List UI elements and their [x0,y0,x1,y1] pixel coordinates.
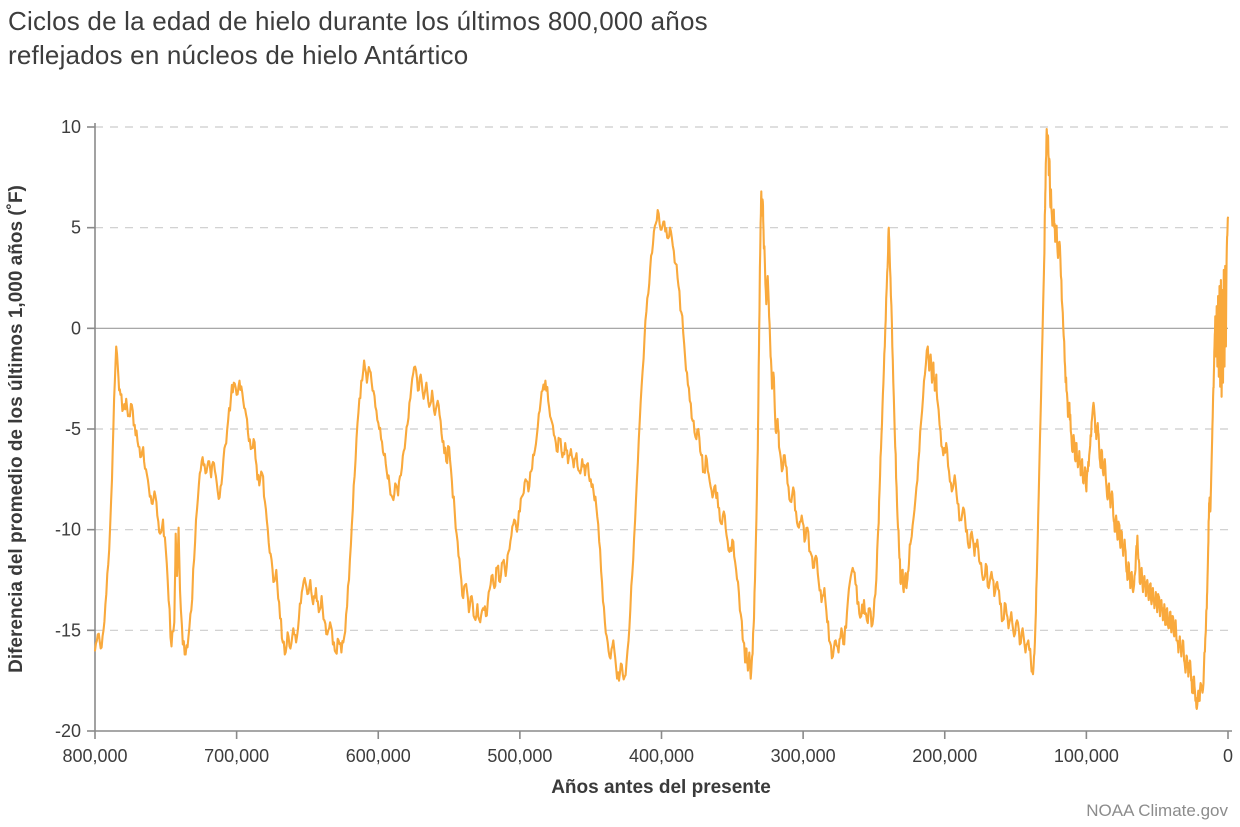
chart-title-line2: reflejados en núcleos de hielo Antártico [8,40,469,71]
y-tick-label: 5 [71,218,81,238]
y-tick-label: 0 [71,318,81,338]
x-tick-label: 0 [1223,746,1233,766]
x-tick-label: 200,000 [912,746,977,766]
chart-title-line1: Ciclos de la edad de hielo durante los ú… [8,6,708,36]
y-tick-label: -5 [65,419,81,439]
x-tick-label: 500,000 [487,746,552,766]
x-tick-label: 100,000 [1054,746,1119,766]
axis-layer: 10 5 0 -5 -10 -15 -20 800,000 700,000 600,000 500,… [55,117,1233,766]
y-tick-label: -20 [55,721,81,741]
chart-title: Ciclos de la edad de hielo durante los ú… [8,4,708,73]
y-tick-label: -15 [55,620,81,640]
y-tick-label: 10 [61,117,81,137]
x-tick-label: 700,000 [204,746,269,766]
y-tick-label: -10 [55,520,81,540]
grid-layer [95,126,1228,631]
x-tick-label: 800,000 [62,746,127,766]
y-axis-label: Diferencia del promedio de los últimos 1… [6,185,27,673]
x-tick-label: 600,000 [346,746,411,766]
x-tick-label: 400,000 [629,746,694,766]
x-tick-label: 300,000 [771,746,836,766]
x-axis-label: Años antes del presente [551,777,771,798]
temperature-line [93,127,1230,710]
attribution: NOAA Climate.gov [1086,801,1228,820]
